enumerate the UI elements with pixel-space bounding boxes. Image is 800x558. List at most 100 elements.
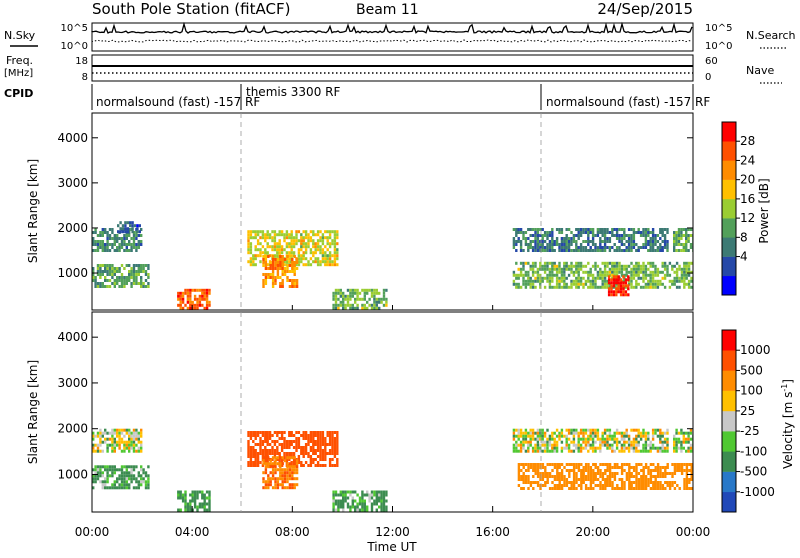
heatmap-cell-4: [259, 251, 262, 255]
heatmap-cell-6: [539, 437, 542, 441]
heatmap-cell-3: [179, 306, 182, 310]
heatmap-cell-7: [539, 466, 542, 469]
heatmap-cell-8: [680, 273, 684, 277]
heatmap-cell-8: [663, 285, 667, 289]
heatmap-cell-7: [596, 228, 600, 231]
heatmap-cell-4: [264, 233, 267, 237]
heatmap-cell-7: [575, 481, 578, 484]
heatmap-cell-3: [205, 300, 209, 304]
heatmap-cell-4: [281, 483, 284, 487]
heatmap-cell-4: [292, 251, 296, 255]
heatmap-cell-7: [666, 463, 669, 466]
heatmap-cell-4: [309, 248, 313, 252]
heatmap-cell-1: [104, 468, 107, 472]
heatmap-cell-8: [560, 270, 564, 274]
heatmap-cell-7: [553, 466, 557, 469]
heatmap-cell-7: [620, 466, 624, 469]
heatmap-cell-7: [579, 246, 583, 249]
heatmap-cell-7: [604, 481, 607, 484]
heatmap-cell-6: [594, 431, 597, 435]
heatmap-cell-5: [385, 493, 388, 497]
heatmap-cell-7: [584, 249, 588, 252]
heatmap-cell-6: [596, 431, 600, 435]
heatmap-cell-0: [135, 246, 138, 249]
heatmap-cell-4: [283, 486, 287, 490]
heatmap-cell-3: [297, 446, 301, 449]
velocity-colorbar-tick-label: 1000: [740, 343, 771, 357]
heatmap-cell-6: [584, 431, 588, 435]
heatmap-cell-7: [536, 240, 540, 243]
heatmap-cell-6: [344, 294, 347, 298]
heatmap-cell-6: [555, 446, 559, 450]
heatmap-cell-7: [628, 475, 631, 478]
heatmap-cell-6: [666, 443, 669, 447]
heatmap-cell-7: [565, 243, 568, 246]
heatmap-cell-5: [288, 285, 292, 288]
power-ylabel: Slant Range [km]: [26, 159, 40, 263]
heatmap-cell-3: [179, 297, 182, 301]
heatmap-cell-7: [551, 487, 554, 490]
heatmap-cell-4: [276, 483, 280, 487]
heatmap-cell-1: [130, 474, 133, 478]
heatmap-cell-6: [560, 428, 564, 432]
heatmap-cell-8: [687, 264, 691, 268]
heatmap-cell-7: [666, 484, 669, 487]
nave-tick-top: 60: [705, 56, 718, 67]
heatmap-cell-4: [249, 242, 253, 246]
heatmap-cell-4: [269, 477, 272, 481]
heatmap-cell-7: [536, 463, 540, 466]
heatmap-cell-4: [290, 254, 293, 258]
heatmap-cell-3: [331, 443, 334, 446]
heatmap-cell-8: [531, 264, 535, 268]
heatmap-cell-4: [307, 245, 310, 249]
heatmap-cell-7: [577, 466, 581, 469]
heatmap-cell-8: [649, 285, 652, 289]
heatmap-cell-3: [254, 464, 257, 467]
heatmap-cell-7: [606, 481, 609, 484]
heatmap-cell-7: [544, 481, 547, 484]
heatmap-cell-7: [551, 240, 554, 243]
heatmap-cell-7: [527, 469, 530, 472]
heatmap-cell-1: [94, 468, 97, 472]
heatmap-cell-4: [252, 263, 255, 267]
heatmap-cell-1: [132, 468, 136, 472]
heatmap-cell-5: [339, 490, 342, 494]
heatmap-cell-1: [131, 230, 134, 234]
heatmap-cell-6: [536, 449, 540, 453]
heatmap-cell-6: [366, 291, 369, 295]
heatmap-cell-8: [599, 285, 602, 289]
heatmap-cell-8: [555, 273, 559, 277]
heatmap-cell-1: [136, 227, 139, 231]
heatmap-cell-6: [579, 428, 583, 432]
heatmap-cell-1: [118, 477, 121, 481]
heatmap-cell-3: [249, 437, 253, 440]
heatmap-cell-8: [656, 285, 660, 289]
heatmap-cell-7: [606, 475, 609, 478]
heatmap-cell-5: [363, 493, 366, 497]
heatmap-cell-1: [124, 227, 127, 231]
heatmap-cell-6: [337, 288, 340, 292]
heatmap-cell-6: [536, 446, 540, 450]
heatmap-cell-7: [649, 463, 653, 466]
heatmap-cell-7: [531, 249, 535, 252]
heatmap-cell-3: [259, 431, 262, 434]
heatmap-cell-7: [580, 478, 583, 481]
heatmap-cell-1: [147, 483, 150, 487]
heatmap-cell-6: [349, 303, 352, 307]
heatmap-cell-1: [96, 471, 100, 475]
heatmap-cell-1: [118, 483, 121, 487]
heatmap-cell-5: [281, 279, 284, 282]
heatmap-cell-5: [334, 508, 338, 512]
heatmap-cell-4: [262, 480, 265, 484]
heatmap-cell-7: [599, 463, 602, 466]
heatmap-cell-5: [354, 508, 357, 512]
heatmap-cell-4: [331, 254, 334, 258]
heatmap-cell-8: [572, 273, 576, 277]
heatmap-cell-8: [522, 276, 525, 280]
y-tick-label: 3000: [57, 376, 88, 390]
heatmap-cell-7: [683, 478, 686, 481]
heatmap-cell-6: [366, 306, 369, 310]
heatmap-cell-4: [252, 230, 255, 234]
heatmap-cell-4: [307, 236, 310, 240]
